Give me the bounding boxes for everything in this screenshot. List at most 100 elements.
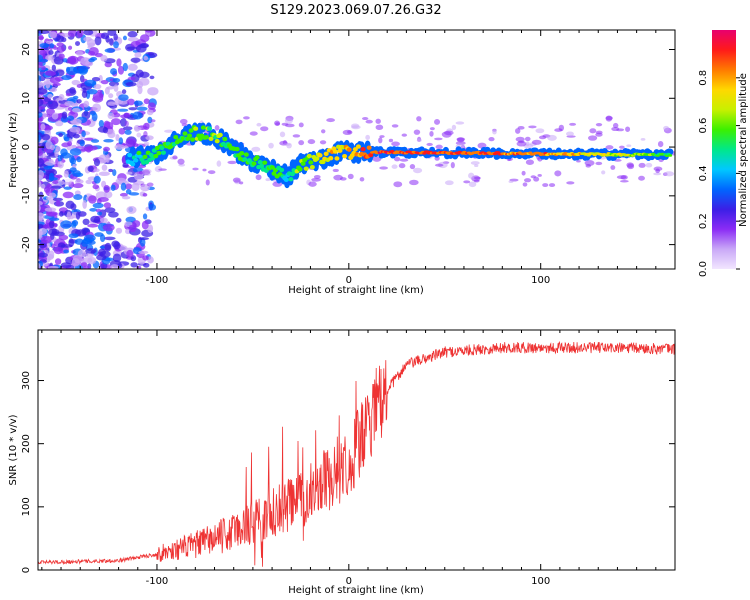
spectrogram-halo-blob: [626, 162, 634, 168]
spectrogram-noise-blob: [38, 30, 50, 35]
spectrogram-noise-blob: [53, 246, 64, 255]
spectrogram-halo-blob: [524, 178, 532, 183]
spectrogram-noise-blob: [75, 50, 84, 56]
spectrogram-noise-blob: [142, 213, 148, 220]
spectrogram-noise-blob: [130, 57, 141, 63]
spectrogram-noise-blob: [122, 62, 128, 72]
spectrogram-noise-blob: [109, 38, 114, 46]
spectrogram-noise-blob: [84, 79, 97, 87]
spectrogram-noise-blob: [117, 108, 129, 112]
spectrogram-x-tick-label: 100: [531, 275, 550, 286]
spectrogram-noise-blob: [77, 65, 89, 74]
spectrogram-halo-blob: [535, 128, 545, 134]
spectrogram-noise-blob: [65, 92, 71, 97]
snr-y-ticks: 0 100 200 300: [21, 371, 675, 573]
spectrogram-noise-blob: [128, 192, 140, 196]
spectrogram-noise-blob: [77, 249, 87, 258]
spectrogram-halo-blob: [391, 164, 398, 169]
spectrogram-track-core: [667, 154, 673, 157]
spectrogram-noise-blob: [125, 82, 137, 87]
spectrogram-halo-blob: [227, 160, 237, 165]
spectrogram-track-core: [127, 152, 133, 158]
spectrogram-noise-blob: [127, 63, 138, 71]
spectrogram-halo-blob: [429, 130, 434, 137]
spectrogram-halo-blob: [657, 140, 664, 148]
spectrogram-noise-blob: [82, 199, 88, 209]
spectrogram-track-core: [269, 165, 275, 170]
spectrogram-halo-blob: [398, 163, 406, 169]
spectrogram-noise-blob: [38, 227, 47, 235]
spectrogram-noise-blobs: [38, 30, 675, 269]
spectrogram-halo-blob: [508, 180, 514, 183]
spectrogram-track-core: [159, 145, 165, 151]
spectrogram-halo-blob: [595, 130, 603, 135]
spectrogram-halo-blob: [620, 180, 629, 183]
spectrogram-noise-blob: [46, 108, 55, 116]
spectrogram-halo-blob: [207, 170, 216, 175]
spectrogram-noise-blob: [73, 194, 83, 201]
spectrogram-noise-blob: [88, 195, 97, 204]
spectrogram-noise-blob: [38, 223, 44, 229]
spectrogram-track-core: [300, 161, 306, 166]
spectrogram-track-core: [200, 125, 206, 130]
spectrogram-track-core: [288, 176, 294, 182]
spectrogram-noise-blob: [95, 191, 107, 199]
spectrogram-noise-blob: [64, 100, 75, 107]
spectrogram-halo-blob: [281, 122, 289, 126]
spectrogram-noise-blob: [128, 107, 138, 111]
spectrogram-noise-blob: [38, 212, 45, 221]
spectrogram-noise-blob: [45, 80, 51, 89]
spectrogram-track-core: [352, 147, 358, 152]
spectrogram-halo-blob: [379, 166, 389, 170]
spectrogram-halo-blob: [394, 156, 401, 162]
spectrogram-noise-blob: [43, 165, 53, 170]
spectrogram-halo-blob: [158, 168, 167, 171]
spectrogram-halo-blob: [664, 171, 675, 177]
spectrogram-noise-blob: [88, 50, 96, 56]
spectrogram-noise-blob: [38, 262, 41, 269]
spectrogram-noise-blob: [113, 33, 118, 41]
spectrogram-halo-blob: [375, 118, 381, 124]
spectrogram-noise-blob: [75, 41, 81, 46]
spectrogram-noise-blob: [142, 255, 149, 261]
spectrogram-halo-blob: [409, 164, 416, 170]
spectrogram-halo-blob: [292, 134, 301, 138]
spectrogram-noise-blob: [122, 35, 128, 41]
spectrogram-noise-blob: [71, 79, 81, 86]
spectrogram-track-core: [257, 159, 263, 165]
spectrogram-noise-blob: [57, 155, 63, 162]
spectrogram-noise-blob: [57, 161, 64, 169]
spectrogram-halo-blob: [205, 179, 210, 186]
spectrogram-noise-blob: [115, 227, 123, 234]
spectrogram-noise-blob: [45, 196, 52, 201]
spectrogram-halo-blob: [625, 126, 631, 132]
spectrogram-noise-blob: [47, 212, 57, 216]
spectrogram-noise-blob: [99, 93, 104, 99]
spectrogram-halo-blob: [554, 170, 562, 177]
spectrogram-noise-blob: [67, 30, 78, 37]
spectrogram-noise-blob: [142, 193, 148, 197]
spectrogram-track-core: [279, 167, 285, 173]
spectrogram-noise-blob: [52, 197, 64, 202]
spectrogram-noise-blob: [76, 30, 84, 38]
spectrogram-noise-blob: [91, 139, 100, 143]
spectrogram-noise-blob: [118, 245, 128, 251]
spectrogram-noise-blob: [123, 126, 133, 131]
spectrogram-noise-blob: [118, 94, 129, 101]
spectrogram-halo-blob: [388, 138, 394, 143]
spectrogram-noise-blob: [66, 211, 72, 220]
spectrogram-halo-blob: [538, 135, 547, 140]
spectrogram-noise-blob: [47, 265, 59, 269]
spectrogram-noise-blob: [132, 220, 141, 228]
spectrogram-halo-blob: [372, 156, 382, 162]
spectrogram-noise-blob: [105, 35, 110, 43]
spectrogram-noise-blob: [99, 245, 106, 249]
spectrogram-noise-blob: [127, 31, 138, 38]
spectrogram-track-core: [342, 153, 348, 159]
spectrogram-halo-blob: [307, 139, 316, 145]
spectrogram-halo-blob: [542, 183, 549, 188]
spectrogram-noise-blob: [103, 236, 116, 241]
spectrogram-noise-blob: [60, 220, 72, 229]
spectrogram-halo-blob: [610, 165, 616, 170]
spectrogram-x-label: Height of straight line (km): [288, 285, 424, 296]
